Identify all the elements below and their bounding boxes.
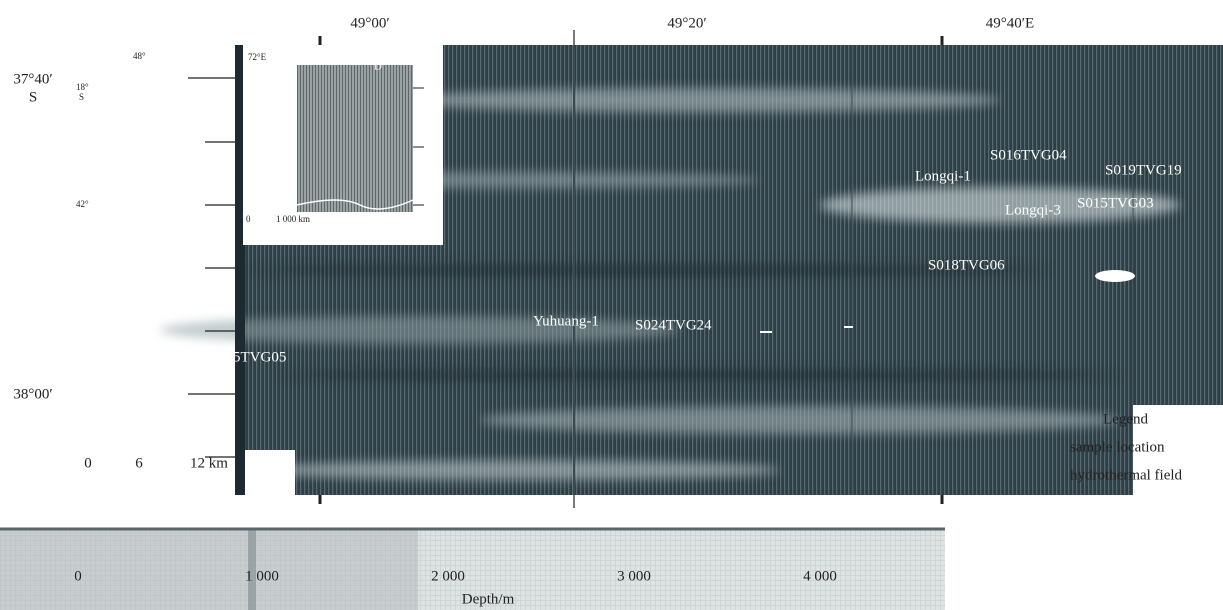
site-label: S019TVG19 <box>1105 162 1182 178</box>
latitude-label: 37°40′ <box>13 71 52 87</box>
site-label: S018TVG06 <box>928 257 1005 273</box>
longitude-label: 49°40′E <box>986 15 1034 31</box>
inset-map: 72°E D 0 1 000 km <box>243 45 443 245</box>
site-label: Yuhuang-1 <box>533 313 599 329</box>
inset-lat-label: 42° <box>76 199 89 209</box>
depth-tick-label: 0 <box>74 568 82 584</box>
depth-colorbar: 0 1 000 2 000 3 000 4 000 Depth/m <box>0 528 945 610</box>
hydrothermal-field-marker <box>1095 270 1135 282</box>
inset-scale: 1 000 km <box>276 214 310 224</box>
site-label: S024TVG24 <box>635 317 712 333</box>
inset-lon-label: 72°E <box>248 52 267 62</box>
inset-lat-label: 18° <box>76 82 89 92</box>
depth-axis-label: Depth/m <box>462 591 515 607</box>
site-label: Longqi-3 <box>1005 202 1061 218</box>
depth-tick-label: 4 000 <box>803 568 837 584</box>
legend-item: sample location <box>1070 439 1165 455</box>
latitude-label: 38°00′ <box>13 386 52 402</box>
longitude-label: 49°00′ <box>350 15 389 31</box>
inset-lat-label: S <box>79 92 84 102</box>
site-label: 5TVG05 <box>233 349 286 365</box>
longitude-label: 49°20′ <box>667 15 706 31</box>
inset-scale: 0 <box>246 214 251 224</box>
latitude-label: S <box>29 89 37 105</box>
depth-tick-label: 1 000 <box>245 568 279 584</box>
site-label: S015TVG03 <box>1077 195 1154 211</box>
legend-title: Legend <box>1103 411 1148 427</box>
scale-bar-label: 6 <box>135 455 143 471</box>
legend-item: hydrothermal field <box>1070 467 1183 483</box>
map-figure: 72°E D 0 1 000 km 48° 18° S 42° 49°00′ 4… <box>0 0 1223 610</box>
site-label: S016TVG04 <box>990 147 1067 163</box>
inset-lat-label: 48° <box>133 51 146 61</box>
site-label: Longqi-1 <box>915 168 971 184</box>
depth-tick-label: 2 000 <box>431 568 465 584</box>
depth-tick-label: 3 000 <box>617 568 651 584</box>
scale-bar-label: 0 <box>84 455 92 471</box>
scale-bar-label: 12 km <box>190 455 228 471</box>
inset-marker: D <box>374 61 382 73</box>
